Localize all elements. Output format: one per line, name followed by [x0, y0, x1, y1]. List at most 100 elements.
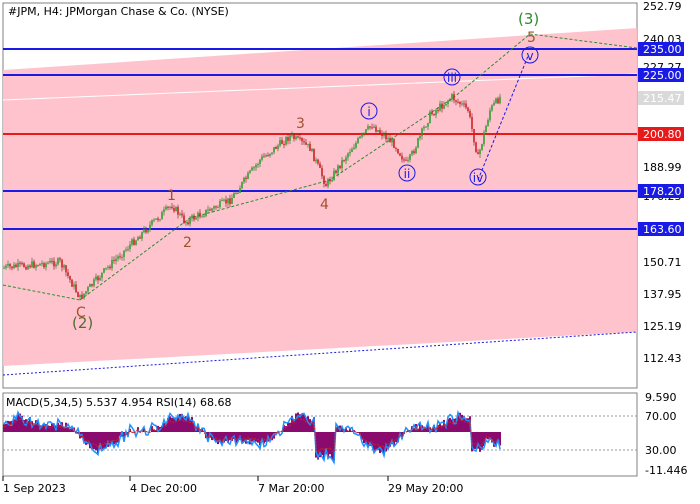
candle-body — [253, 167, 255, 168]
candle-body — [307, 144, 309, 145]
level-tags: 235.00 225.00 200.80 178.20 163.60 — [638, 42, 684, 236]
candle-body — [225, 200, 227, 204]
candle-body — [395, 148, 397, 149]
candle-body — [3, 268, 5, 269]
candle-body — [141, 232, 143, 239]
candle-body — [39, 264, 41, 266]
candle-body — [73, 284, 75, 286]
candle-body — [27, 266, 29, 270]
macd-bar — [113, 432, 115, 444]
macd-bar — [479, 432, 481, 452]
candle-body — [43, 263, 45, 267]
candle-body — [201, 217, 203, 218]
macd-bar — [3, 424, 5, 432]
candle-body — [289, 135, 291, 141]
candle-body — [193, 216, 195, 220]
candle-body — [11, 267, 13, 269]
candle-body — [199, 213, 201, 217]
candle-body — [269, 154, 271, 156]
candle-body — [493, 103, 495, 105]
svg-text:9.590: 9.590 — [645, 391, 677, 404]
candle-body — [231, 198, 233, 204]
candle-body — [357, 138, 359, 143]
candle-body — [327, 179, 329, 186]
candle-body — [115, 259, 117, 261]
candle-body — [431, 112, 433, 114]
candle-body — [163, 209, 165, 212]
candle-body — [183, 215, 185, 223]
candle-body — [227, 198, 229, 203]
macd-bar — [251, 432, 253, 442]
macd-bar — [439, 424, 441, 432]
time-axis: 1 Sep 2023 4 Dec 20:00 7 Mar 20:00 29 Ma… — [3, 482, 463, 495]
candle-body — [71, 280, 73, 287]
candle-body — [103, 268, 105, 272]
wave-label-3-major: (3) — [518, 10, 539, 28]
svg-text:i: i — [367, 105, 370, 119]
candle-body — [155, 218, 157, 219]
macd-bar — [303, 414, 305, 432]
macd-bar — [187, 417, 189, 432]
candle-body — [221, 200, 223, 201]
candle-body — [265, 155, 267, 156]
svg-text:112.43: 112.43 — [643, 352, 682, 365]
candle-body — [425, 127, 427, 128]
candle-body — [281, 140, 283, 144]
svg-text:125.19: 125.19 — [643, 320, 682, 333]
candle-body — [333, 171, 335, 180]
svg-text:200.80: 200.80 — [643, 128, 682, 141]
wave-label-5: 5 — [527, 30, 536, 46]
candle-body — [351, 149, 353, 152]
candle-body — [427, 123, 429, 127]
candle-body — [465, 104, 467, 108]
candle-body — [299, 138, 301, 139]
candle-body — [137, 237, 139, 240]
indicator-label: MACD(5,34,5) 5.537 4.954 RSI(14) 68.68 — [6, 396, 231, 409]
candle-body — [275, 147, 277, 149]
candle-body — [399, 153, 401, 155]
candle-body — [339, 165, 341, 168]
candle-body — [319, 163, 321, 167]
candle-body — [205, 210, 207, 216]
macd-bar — [321, 432, 323, 455]
candle-body — [393, 139, 395, 148]
svg-text:235.00: 235.00 — [643, 43, 682, 56]
candle-body — [473, 129, 475, 142]
candle-body — [411, 151, 413, 154]
candle-body — [331, 180, 333, 181]
candle-body — [457, 102, 459, 103]
candle-body — [65, 265, 67, 272]
candle-body — [123, 251, 125, 257]
candle-body — [91, 284, 93, 286]
candle-body — [467, 108, 469, 111]
candle-body — [345, 157, 347, 160]
candle-body — [461, 103, 463, 104]
candle-body — [185, 222, 187, 223]
candle-body — [321, 168, 323, 176]
wave-label-2: 2 — [183, 235, 192, 251]
macd-bar — [285, 426, 287, 432]
candle-body — [309, 144, 311, 151]
candle-body — [107, 267, 109, 268]
candle-body — [391, 139, 393, 142]
candle-body — [109, 267, 111, 269]
candle-body — [389, 138, 391, 142]
candle-body — [349, 152, 351, 153]
candle-body — [15, 265, 17, 267]
candle-body — [129, 245, 131, 249]
candle-body — [195, 218, 197, 220]
macd-bar — [243, 432, 245, 441]
candle-body — [197, 213, 199, 218]
svg-text:29 May 20:00: 29 May 20:00 — [388, 482, 463, 495]
candle-body — [361, 134, 363, 137]
macd-bar — [103, 432, 105, 449]
candle-body — [211, 209, 213, 211]
candle-body — [401, 156, 403, 160]
candle-body — [495, 98, 497, 102]
candle-body — [325, 184, 327, 186]
candle-body — [449, 99, 451, 101]
candle-body — [409, 155, 411, 160]
candle-body — [215, 206, 217, 207]
candle-body — [117, 256, 119, 258]
